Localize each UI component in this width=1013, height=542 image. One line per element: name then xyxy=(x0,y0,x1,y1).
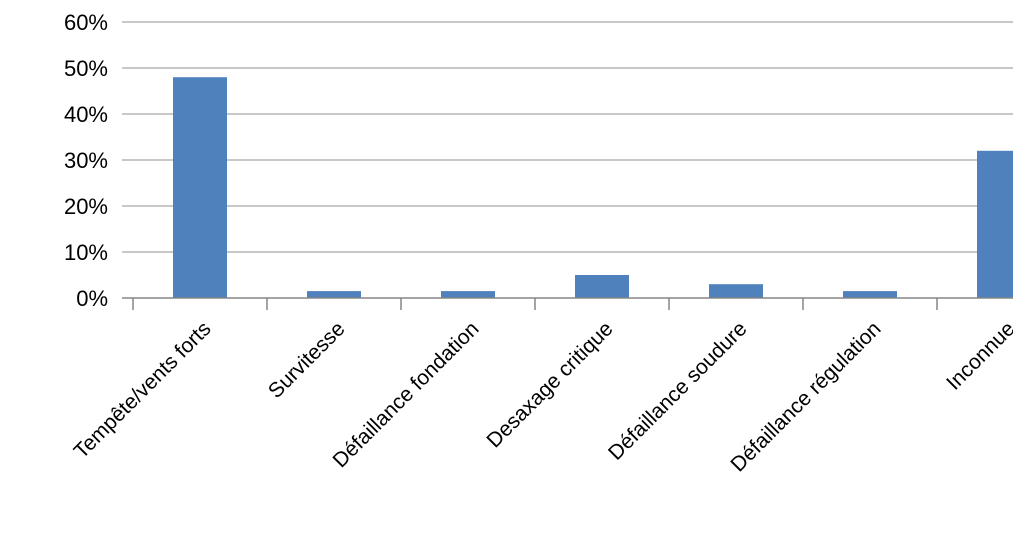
bar xyxy=(307,291,361,298)
y-tick-label: 50% xyxy=(64,56,108,81)
bar xyxy=(441,291,495,298)
y-axis-tick-labels: 0% 10% 20% 30% 40% 50% 60% xyxy=(64,10,108,311)
bar xyxy=(173,77,227,298)
y-tick-label: 40% xyxy=(64,102,108,127)
x-category-label: Survitesse xyxy=(264,317,350,403)
y-tick-label: 0% xyxy=(76,286,108,311)
bars xyxy=(173,77,1013,298)
y-tick-label: 10% xyxy=(64,240,108,265)
y-tick-label: 60% xyxy=(64,10,108,35)
x-category-label: Desaxage critique xyxy=(482,317,617,452)
bar xyxy=(843,291,897,298)
bar xyxy=(575,275,629,298)
x-category-label: Défaillance soudure xyxy=(604,317,752,465)
x-axis xyxy=(122,297,1013,310)
x-category-label: Tempête/vents forts xyxy=(70,317,216,463)
x-category-label: Inconnue xyxy=(942,317,1013,394)
bar xyxy=(709,284,763,298)
x-category-label: Défaillance fondation xyxy=(329,317,484,472)
y-tick-label: 30% xyxy=(64,148,108,173)
y-tick-label: 20% xyxy=(64,194,108,219)
bar xyxy=(977,150,1013,298)
x-category-label: Défaillance régulation xyxy=(726,317,885,476)
x-axis-category-labels: Tempête/vents forts SurvitesseDéfaillance… xyxy=(70,317,1013,476)
gridlines xyxy=(122,21,1013,253)
